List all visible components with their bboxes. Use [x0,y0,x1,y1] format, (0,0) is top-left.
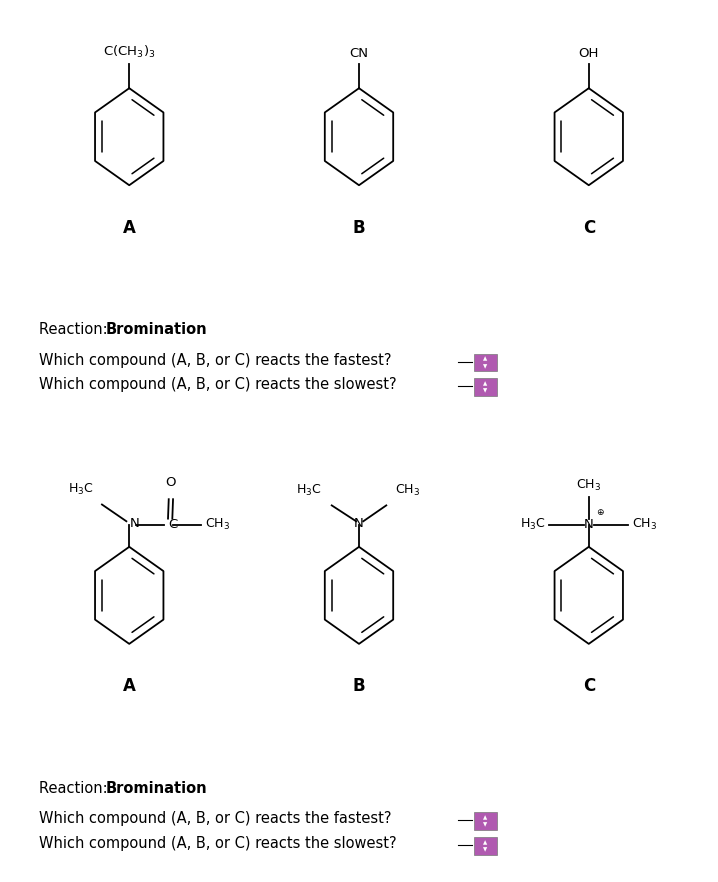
Text: Which compound (A, B, or C) reacts the fastest?: Which compound (A, B, or C) reacts the f… [39,353,392,368]
Text: Which compound (A, B, or C) reacts the slowest?: Which compound (A, B, or C) reacts the s… [39,836,397,851]
Text: A: A [123,677,136,695]
Text: A: A [123,219,136,236]
Text: ▲: ▲ [483,381,488,386]
Text: N: N [584,519,594,531]
Text: ▼: ▼ [483,389,488,393]
Text: CH$_3$: CH$_3$ [632,517,657,533]
Text: C: C [582,677,595,695]
FancyBboxPatch shape [474,837,497,855]
Text: $\oplus$: $\oplus$ [596,506,605,517]
FancyBboxPatch shape [474,378,497,396]
Text: H$_3$C: H$_3$C [520,517,546,533]
Text: Reaction:: Reaction: [39,322,113,337]
Text: O: O [166,475,176,489]
Text: N: N [130,518,140,530]
Text: N: N [354,518,364,530]
Text: B: B [353,219,365,236]
FancyBboxPatch shape [474,354,497,371]
Text: ▼: ▼ [483,823,488,827]
Text: Bromination: Bromination [106,322,208,337]
Text: ▲: ▲ [483,840,488,845]
Text: C(CH$_3$)$_3$: C(CH$_3$)$_3$ [103,44,156,60]
Text: OH: OH [579,47,599,60]
Text: Which compound (A, B, or C) reacts the slowest?: Which compound (A, B, or C) reacts the s… [39,377,397,392]
Text: ▼: ▼ [483,848,488,852]
Text: Which compound (A, B, or C) reacts the fastest?: Which compound (A, B, or C) reacts the f… [39,811,392,826]
Text: ▼: ▼ [483,364,488,369]
Text: ▲: ▲ [483,815,488,820]
Text: H$_3$C: H$_3$C [296,483,322,498]
Text: CN: CN [350,47,368,60]
Text: CH$_3$: CH$_3$ [395,483,420,498]
Text: CH$_3$: CH$_3$ [205,517,230,533]
Text: ▲: ▲ [483,356,488,362]
Text: C: C [168,519,177,531]
Text: C: C [582,219,595,236]
Text: H$_3$C: H$_3$C [67,482,93,497]
Text: CH$_3$: CH$_3$ [577,478,601,493]
FancyBboxPatch shape [474,812,497,830]
Text: Bromination: Bromination [106,781,208,796]
Text: B: B [353,677,365,695]
Text: Reaction:: Reaction: [39,781,113,796]
